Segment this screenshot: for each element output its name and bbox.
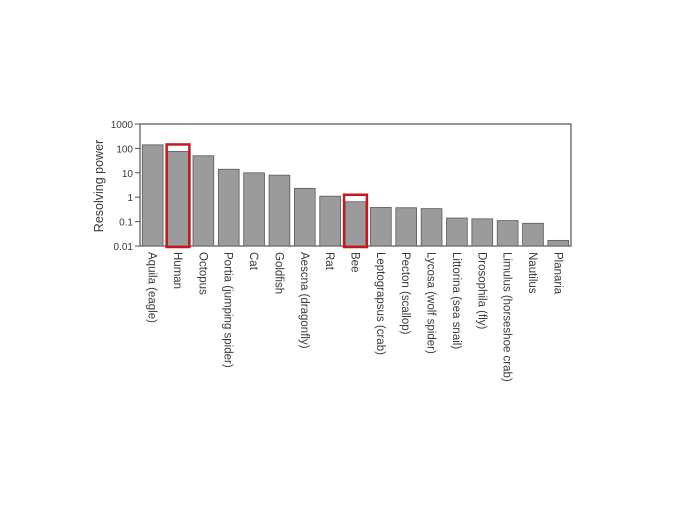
highlight-box bbox=[165, 143, 191, 249]
x-tick-label: Limulus (horseshoe crab) bbox=[501, 252, 513, 382]
bar-drosophila-fly bbox=[471, 218, 494, 247]
x-tick-label: Aescna (dragonfly) bbox=[298, 252, 310, 349]
y-tick-label: 0.01 bbox=[114, 242, 134, 253]
bar-aescna-dragonfly bbox=[293, 187, 316, 247]
bar-lycosa-wolf-spider bbox=[420, 208, 443, 247]
x-tick-label: Lycosa (wolf spider) bbox=[425, 252, 437, 354]
y-tick-label: 100 bbox=[116, 144, 133, 155]
x-tick-label: Goldfish bbox=[272, 252, 284, 294]
bar-human bbox=[167, 151, 189, 247]
x-tick-label: Rat bbox=[323, 252, 335, 271]
bar-rat bbox=[319, 195, 341, 247]
bar-pecton-scallop bbox=[395, 207, 418, 247]
x-tick-label: Drosophila (fly) bbox=[475, 252, 487, 329]
x-tick-label: Littorina (sea snail) bbox=[450, 252, 462, 349]
x-tick-label: Pecton (scallop) bbox=[399, 252, 411, 335]
bar-nautilus bbox=[522, 222, 544, 247]
x-tick-label: Human bbox=[171, 252, 183, 289]
y-tick-label: 0.1 bbox=[119, 218, 133, 229]
x-tick-label: Cat bbox=[247, 252, 259, 271]
x-tick-label: Leptograpsus (crab) bbox=[374, 252, 386, 355]
y-tick-label: 10 bbox=[122, 169, 134, 180]
bar-limulus-horseshoe-crab bbox=[496, 220, 519, 247]
bar-leptograpsus-crab bbox=[370, 207, 392, 247]
bar-planaria bbox=[547, 239, 570, 247]
y-tick-label: 1 bbox=[127, 193, 133, 204]
x-tick-label: Bee bbox=[349, 252, 361, 272]
bar-goldfish bbox=[268, 174, 291, 247]
highlight-box bbox=[342, 193, 369, 249]
bar-bee bbox=[344, 201, 367, 247]
y-tick-label: 1000 bbox=[111, 120, 134, 131]
x-tick-label: Aquila (eagle) bbox=[146, 252, 158, 323]
bar-portia-jumping-spider bbox=[217, 168, 240, 247]
bar-octopus bbox=[192, 155, 215, 247]
bar-littorina-sea-snail bbox=[446, 217, 468, 247]
bar-cat bbox=[243, 172, 265, 247]
x-tick-label: Planaria bbox=[551, 252, 563, 295]
bar-aquila-eagle bbox=[141, 144, 164, 247]
x-tick-label: Portia (jumping spider) bbox=[222, 252, 234, 368]
x-tick-label: Nautilus bbox=[526, 252, 538, 294]
y-axis-label: Resolving power bbox=[92, 140, 106, 232]
x-tick-label: Octopus bbox=[196, 252, 208, 295]
